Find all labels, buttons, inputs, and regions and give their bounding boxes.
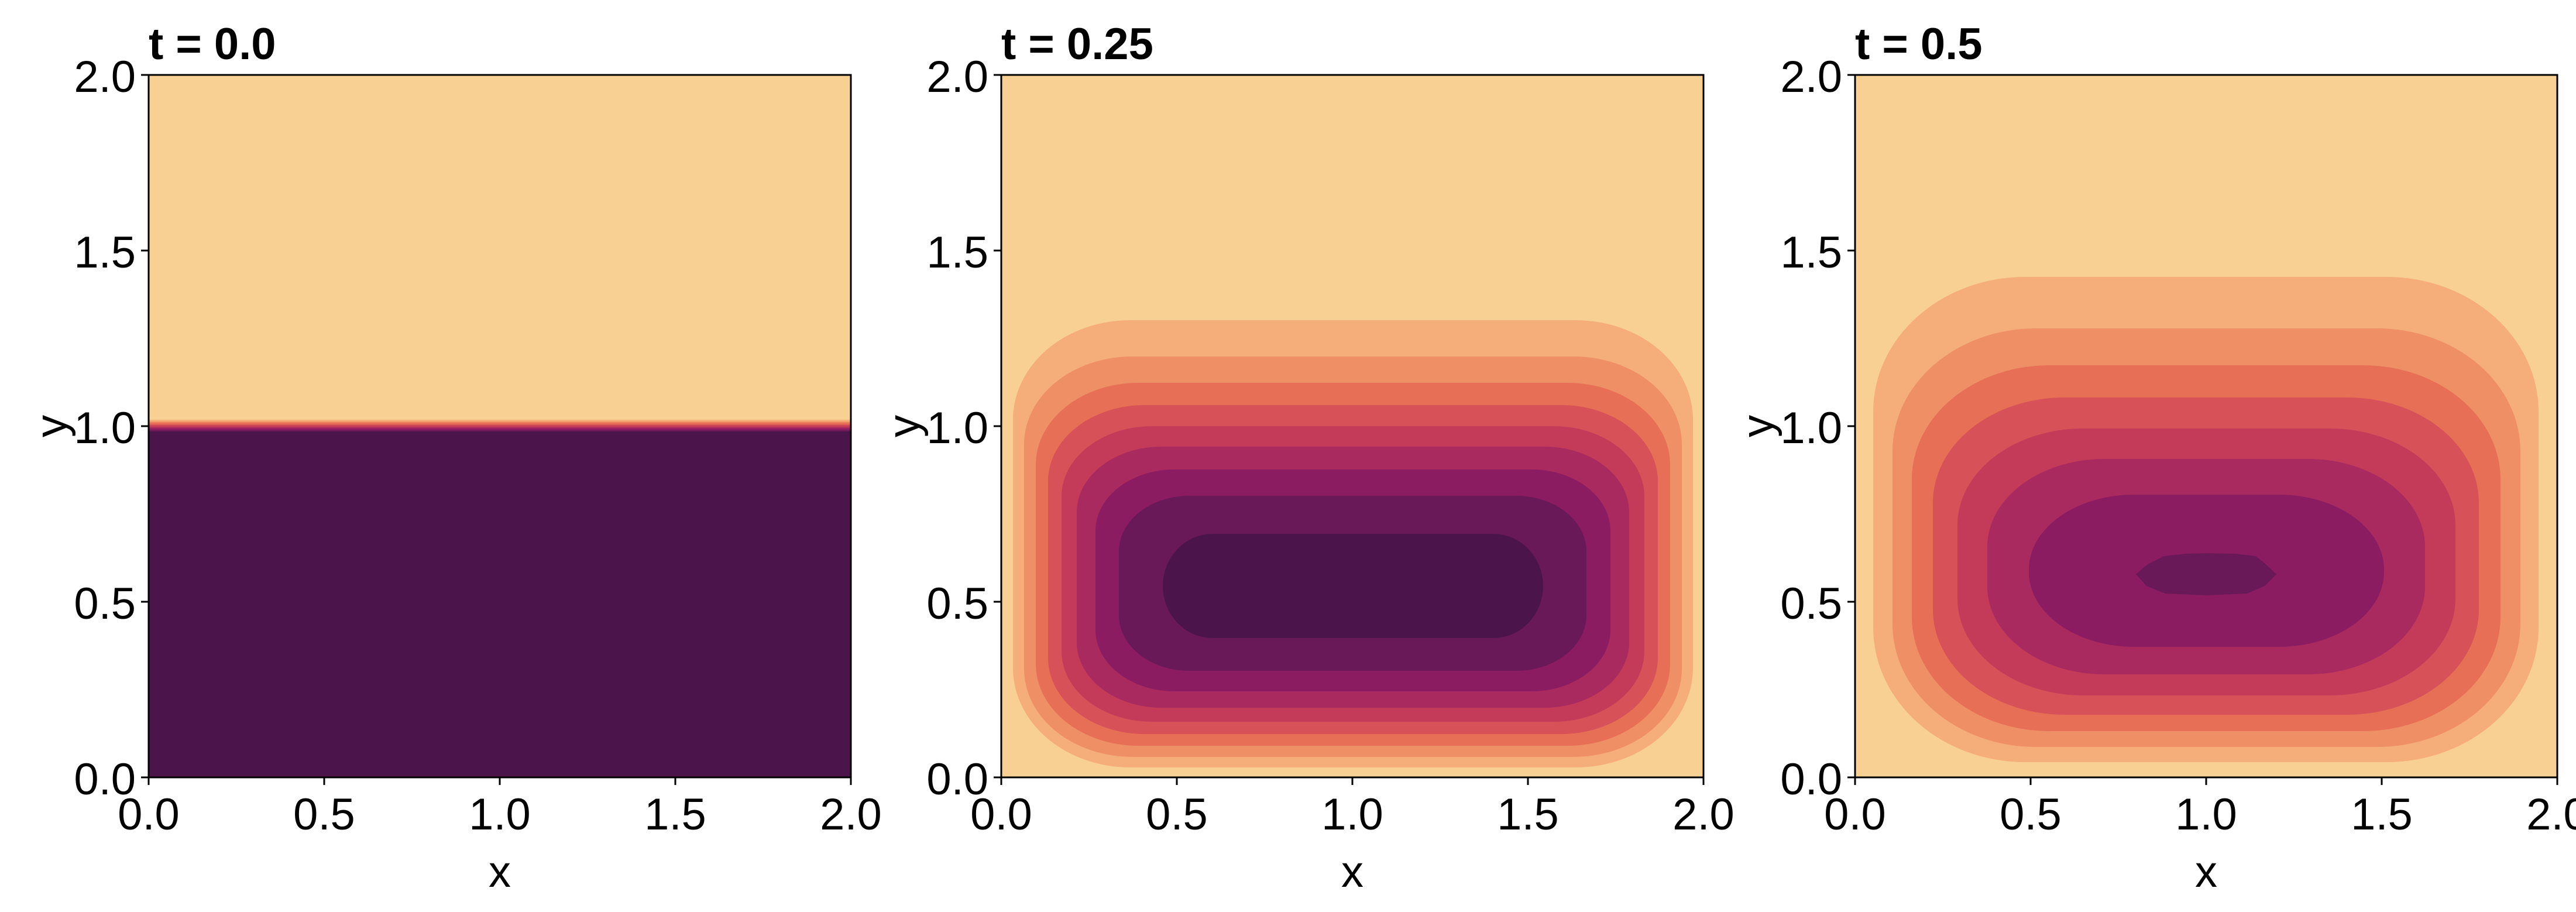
contour-fill bbox=[1847, 74, 2558, 785]
x-tick-label: 0.0 bbox=[118, 790, 180, 839]
x-tick-label: 0.0 bbox=[970, 790, 1032, 839]
y-axis-label: y bbox=[26, 415, 76, 437]
y-tick-label: 2.0 bbox=[926, 52, 988, 102]
x-tick-label: 2.0 bbox=[820, 790, 882, 839]
y-tick-label: 2.0 bbox=[74, 52, 136, 102]
subplot-t0: t = 0.0 2.0 1.5 1.0 0.5 0.0 y 0.0 0.5 1.… bbox=[0, 0, 882, 912]
x-tick-label: 1.0 bbox=[1321, 790, 1383, 839]
y-tick-label: 1.0 bbox=[926, 403, 988, 453]
y-tick-label: 1.5 bbox=[1780, 228, 1842, 277]
subplot-title: t = 0.25 bbox=[1001, 19, 1153, 69]
y-tick-label: 1.0 bbox=[74, 403, 136, 453]
x-tick-label: 0.5 bbox=[1146, 790, 1208, 839]
y-axis-label: y bbox=[879, 415, 929, 437]
contour-plot bbox=[1847, 74, 2558, 785]
y-tick-label: 1.5 bbox=[74, 228, 136, 277]
x-axis-label: x bbox=[1341, 847, 1363, 897]
contour-plot bbox=[994, 74, 1705, 785]
x-tick-label: 0.5 bbox=[2000, 790, 2062, 839]
y-tick-label: 0.0 bbox=[926, 755, 988, 804]
x-tick-label: 0.5 bbox=[293, 790, 355, 839]
x-tick-label: 1.5 bbox=[644, 790, 706, 839]
y-tick-label: 0.5 bbox=[1780, 579, 1842, 629]
y-tick-label: 2.0 bbox=[1780, 52, 1842, 102]
contour-fill bbox=[994, 74, 1705, 785]
x-tick-label: 1.5 bbox=[1497, 790, 1559, 839]
subplot-title: t = 0.5 bbox=[1855, 19, 1983, 69]
y-tick-label: 0.5 bbox=[74, 579, 136, 629]
x-tick-label: 1.5 bbox=[2351, 790, 2413, 839]
subplot-t025: t = 0.25 2.0 1.5 1.0 0.5 0.0 y 0.0 0.5 1… bbox=[853, 0, 1734, 912]
x-tick-label: 1.0 bbox=[469, 790, 531, 839]
x-tick-label: 2.0 bbox=[2526, 790, 2576, 839]
x-axis-label: x bbox=[2195, 847, 2217, 897]
x-axis-label: x bbox=[489, 847, 511, 897]
y-tick-label: 0.0 bbox=[1780, 755, 1842, 804]
x-tick-label: 1.0 bbox=[2175, 790, 2237, 839]
contour-plot bbox=[141, 74, 852, 785]
y-axis-label: y bbox=[1733, 415, 1782, 437]
y-tick-label: 1.0 bbox=[1780, 403, 1842, 453]
x-tick-label: 2.0 bbox=[1672, 790, 1734, 839]
y-tick-label: 0.5 bbox=[926, 579, 988, 629]
subplot-t05: t = 0.5 2.0 1.5 1.0 0.5 0.0 y 0.0 0.5 1.… bbox=[1706, 0, 2576, 912]
contour-fill bbox=[141, 74, 852, 785]
subplot-title: t = 0.0 bbox=[149, 19, 276, 69]
y-tick-label: 0.0 bbox=[74, 755, 136, 804]
y-tick-label: 1.5 bbox=[926, 228, 988, 277]
x-tick-label: 0.0 bbox=[1824, 790, 1886, 839]
